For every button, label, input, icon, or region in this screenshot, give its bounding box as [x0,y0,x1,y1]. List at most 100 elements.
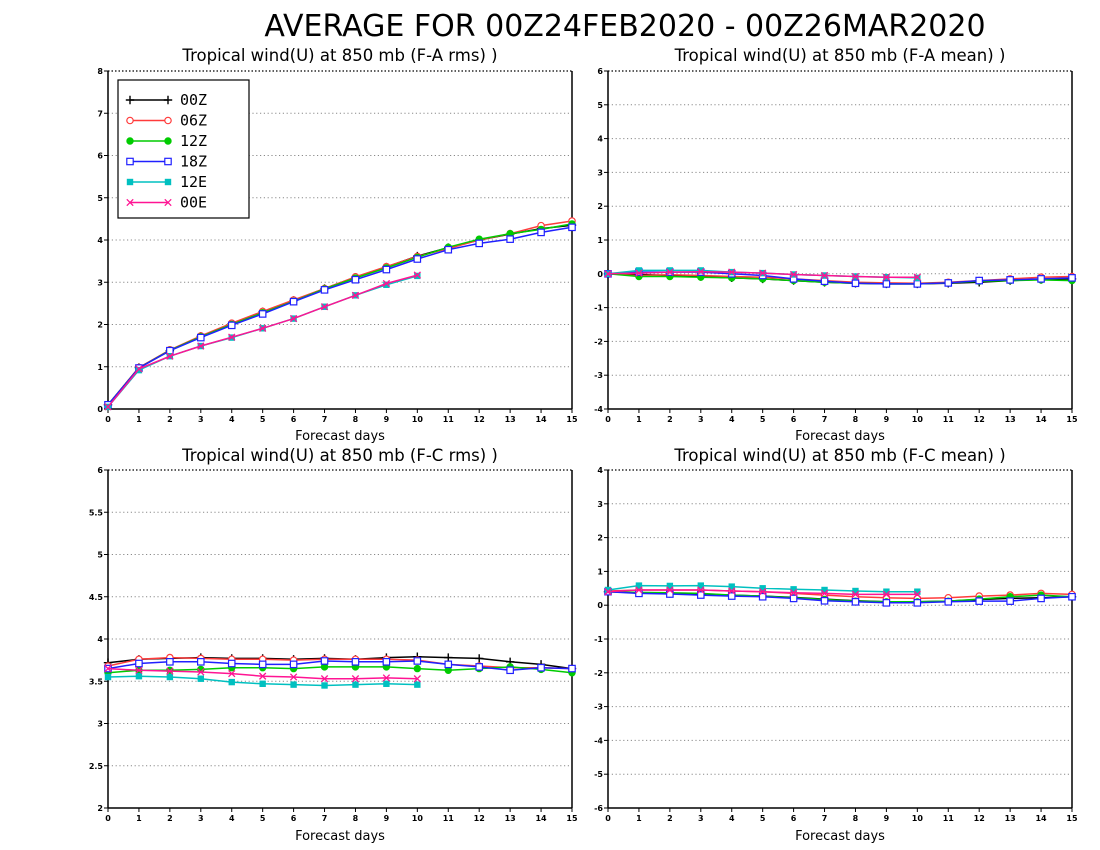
data-point [383,281,390,288]
data-point [1037,594,1045,603]
data-point [697,582,704,589]
data-point [666,586,674,594]
x-tick-label: 14 [1035,814,1047,823]
x-tick-label: 11 [943,415,955,424]
data-point [444,245,453,254]
data-point [697,268,705,276]
legend-marker [126,198,134,207]
data-point [883,588,890,595]
data-point [851,598,860,606]
data-point [851,272,860,281]
data-point [882,590,891,599]
y-tick-label: 6 [597,67,603,76]
data-point [259,680,266,687]
series-line [607,590,1073,603]
y-tick-label: 2 [597,202,603,211]
x-tick-label: 0 [105,814,111,823]
data-point [789,589,798,597]
data-point [352,681,359,688]
x-tick-label: 7 [822,814,828,823]
series-00e [104,664,421,683]
x-tick-label: 5 [760,415,766,424]
x-axis-label: Forecast days [295,429,385,444]
x-tick-label: 4 [229,415,235,424]
data-point [104,664,112,673]
x-tick-label: 5 [260,814,266,823]
data-point [728,583,735,590]
y-tick-label: 6 [97,152,103,161]
legend-entry-12e: 12E [126,173,207,191]
data-point [258,660,267,669]
y-tick-label: 3 [97,278,103,287]
y-tick-label: 2 [97,804,103,813]
x-tick-label: 14 [535,814,547,823]
data-point [197,333,205,342]
data-point [351,675,360,683]
data-point [321,682,328,689]
data-point [475,239,484,248]
data-point [258,310,267,318]
x-tick-label: 7 [322,814,328,823]
series-line [107,220,573,406]
x-tick-label: 13 [1005,814,1016,823]
x-tick-label: 8 [353,814,359,823]
series-00e [604,268,921,281]
data-point [166,658,174,666]
x-tick-label: 6 [791,814,797,823]
data-point [475,654,484,663]
series-12e [604,582,921,595]
x-tick-label: 9 [884,415,890,424]
series-line [107,275,418,408]
legend-marker [126,178,134,186]
data-point [413,255,422,263]
x-axis-label: Forecast days [295,829,385,844]
y-tick-label: 6 [97,466,103,475]
series-18z [104,223,576,409]
data-point [320,286,329,294]
data-point [914,588,921,595]
data-point [135,666,143,674]
x-tick-label: 0 [605,814,611,823]
data-point [568,223,576,232]
y-tick-label: 3.5 [89,677,104,686]
data-point [506,666,514,675]
series-line [107,226,573,406]
data-point [383,680,390,687]
data-point [135,659,143,668]
x-tick-label: 8 [353,415,359,424]
legend-marker [163,95,173,105]
data-point [259,324,267,332]
legend-marker [164,116,172,125]
series-line [107,223,573,406]
data-point [882,599,891,607]
series-06z [104,217,576,409]
data-point [913,273,921,281]
x-tick-label: 12 [974,814,985,823]
x-tick-label: 6 [291,415,297,424]
data-point [166,352,174,360]
legend-label: 06Z [180,112,207,130]
data-point [913,590,921,599]
x-tick-label: 15 [1066,415,1078,424]
data-point [166,673,174,681]
data-point [228,669,236,678]
data-point [537,663,545,672]
data-point [975,597,984,605]
x-tick-label: 12 [474,814,485,823]
data-point [604,586,612,594]
x-tick-label: 2 [167,814,173,823]
y-tick-label: 5 [97,551,103,560]
data-point [382,279,391,288]
data-point [568,664,576,673]
x-tick-label: 3 [698,415,704,424]
legend-entry-12z: 12Z [126,132,207,150]
data-point [166,667,174,675]
data-point [197,675,204,682]
x-tick-label: 12 [974,415,985,424]
x-tick-label: 13 [505,415,516,424]
data-point [414,681,421,688]
data-point [913,599,922,607]
data-point [882,273,891,281]
series-line [607,590,1073,604]
data-point [944,279,953,287]
